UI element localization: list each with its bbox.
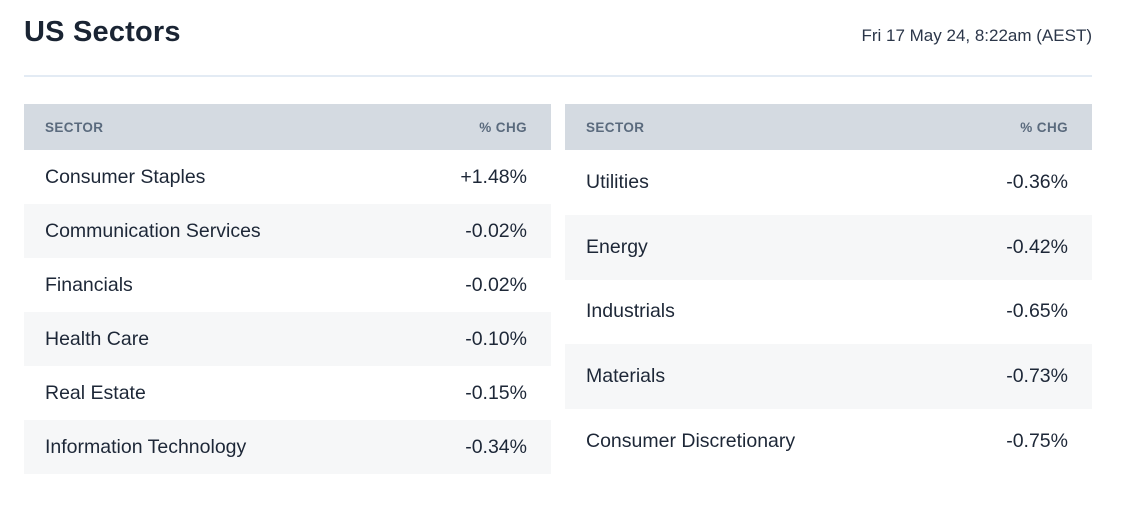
pct-change-value: -0.36% bbox=[1006, 170, 1068, 193]
pct-change-value: -0.34% bbox=[465, 435, 527, 458]
sector-table-left: SECTOR% CHG Consumer Staples +1.48% Communi… bbox=[24, 104, 551, 474]
column-header-sector: SECTOR bbox=[24, 104, 405, 150]
table-row: Financials -0.02% bbox=[24, 258, 551, 312]
pct-change-value: -0.02% bbox=[465, 219, 527, 242]
table-row: Industrials -0.65% bbox=[565, 280, 1092, 345]
table-header-row: SECTOR% CHG bbox=[24, 104, 551, 150]
table-row: Information Technology -0.34% bbox=[24, 420, 551, 474]
table-header-row: SECTOR% CHG bbox=[565, 104, 1092, 150]
table-row: Energy -0.42% bbox=[565, 214, 1092, 280]
sector-name: Materials bbox=[586, 365, 666, 388]
panel-header: US Sectors Fri 17 May 24, 8:22am (AEST) bbox=[24, 16, 1092, 49]
sector-name: Industrials bbox=[586, 300, 675, 323]
table-row: Materials -0.73% bbox=[565, 344, 1092, 410]
sector-name: Consumer Staples bbox=[45, 165, 206, 188]
sector-name: Health Care bbox=[45, 327, 150, 350]
sector-name: Energy bbox=[586, 235, 648, 258]
sector-name: Real Estate bbox=[45, 381, 146, 404]
column-header-pct-chg: % CHG bbox=[405, 104, 551, 150]
sector-tables: SECTOR% CHG Consumer Staples +1.48% Communi… bbox=[24, 104, 1092, 474]
pct-change-value: -0.42% bbox=[1006, 235, 1068, 258]
pct-change-value: -0.15% bbox=[465, 381, 527, 404]
table-row: Consumer Staples +1.48% bbox=[24, 150, 551, 204]
table-row: Real Estate -0.15% bbox=[24, 366, 551, 420]
pct-change-value: -0.10% bbox=[465, 327, 527, 350]
sector-name: Consumer Discretionary bbox=[586, 430, 796, 453]
us-sectors-panel: US Sectors Fri 17 May 24, 8:22am (AEST) … bbox=[24, 0, 1092, 474]
column-header-sector: SECTOR bbox=[565, 104, 949, 150]
sector-table-right: SECTOR% CHG Utilities -0.36% Energy -0.42% In… bbox=[565, 104, 1092, 474]
pct-change-value: -0.75% bbox=[1006, 430, 1068, 453]
pct-change-value: +1.48% bbox=[460, 165, 527, 188]
table-row: Consumer Discretionary -0.75% bbox=[565, 409, 1092, 474]
sector-name: Communication Services bbox=[45, 219, 261, 242]
pct-change-value: -0.02% bbox=[465, 273, 527, 296]
table-row: Utilities -0.36% bbox=[565, 150, 1092, 215]
page-title: US Sectors bbox=[24, 16, 181, 48]
pct-change-value: -0.73% bbox=[1006, 365, 1068, 388]
pct-change-value: -0.65% bbox=[1006, 300, 1068, 323]
sector-name: Information Technology bbox=[45, 435, 247, 458]
column-header-pct-chg: % CHG bbox=[948, 104, 1092, 150]
sector-name: Utilities bbox=[586, 170, 649, 193]
timestamp: Fri 17 May 24, 8:22am (AEST) bbox=[861, 26, 1092, 45]
table-row: Communication Services -0.02% bbox=[24, 204, 551, 258]
header-divider bbox=[24, 75, 1092, 77]
table-row: Health Care -0.10% bbox=[24, 312, 551, 366]
sector-name: Financials bbox=[45, 273, 133, 296]
